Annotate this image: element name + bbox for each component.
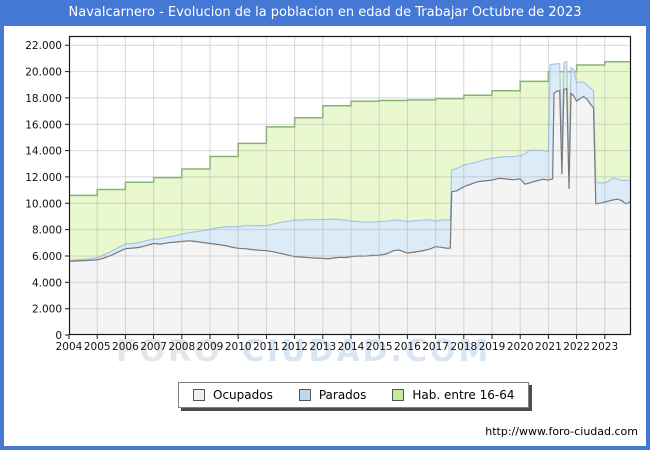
svg-text:10.000: 10.000 bbox=[25, 198, 62, 210]
frame-border-right bbox=[646, 26, 650, 450]
svg-text:6.000: 6.000 bbox=[32, 251, 62, 263]
legend-item-ocupados: Ocupados bbox=[193, 388, 273, 402]
svg-text:2007: 2007 bbox=[140, 341, 167, 353]
legend-item-hab-16-64: Hab. entre 16-64 bbox=[392, 388, 514, 402]
svg-text:2004: 2004 bbox=[56, 341, 83, 353]
svg-text:2014: 2014 bbox=[338, 341, 365, 353]
chart-title: Navalcarnero - Evolucion de la poblacion… bbox=[0, 0, 650, 26]
svg-text:18.000: 18.000 bbox=[25, 93, 62, 105]
watermark: FORO CIUDAD.COM bbox=[0, 334, 650, 370]
svg-text:2016: 2016 bbox=[394, 341, 421, 353]
legend-swatch-hab-16-64 bbox=[392, 389, 405, 401]
svg-text:2.000: 2.000 bbox=[32, 304, 62, 316]
svg-text:2011: 2011 bbox=[253, 341, 280, 353]
svg-text:2017: 2017 bbox=[422, 341, 449, 353]
svg-text:2023: 2023 bbox=[591, 341, 618, 353]
svg-text:2008: 2008 bbox=[168, 341, 195, 353]
svg-text:20.000: 20.000 bbox=[25, 67, 62, 79]
svg-text:2018: 2018 bbox=[450, 341, 477, 353]
svg-text:14.000: 14.000 bbox=[25, 146, 62, 158]
svg-text:12.000: 12.000 bbox=[25, 172, 62, 184]
svg-text:2005: 2005 bbox=[84, 341, 111, 353]
svg-text:16.000: 16.000 bbox=[25, 119, 62, 131]
svg-text:0: 0 bbox=[55, 330, 62, 342]
legend-label-ocupados: Ocupados bbox=[213, 388, 273, 402]
legend-swatch-ocupados bbox=[193, 389, 205, 401]
svg-text:2006: 2006 bbox=[112, 341, 139, 353]
watermark-word-2: CIUDAD.COM bbox=[242, 334, 492, 369]
legend-label-hab-16-64: Hab. entre 16-64 bbox=[412, 388, 515, 402]
legend-label-parados: Parados bbox=[318, 388, 367, 402]
svg-text:2019: 2019 bbox=[479, 341, 506, 353]
svg-text:2021: 2021 bbox=[535, 341, 562, 353]
svg-text:2015: 2015 bbox=[366, 341, 393, 353]
legend: Ocupados Parados Hab. entre 16-64 bbox=[178, 382, 530, 408]
frame-border-bottom bbox=[0, 446, 650, 450]
legend-swatch-parados bbox=[298, 389, 311, 401]
svg-text:2013: 2013 bbox=[309, 341, 336, 353]
frame-border-left bbox=[0, 26, 4, 450]
svg-text:2020: 2020 bbox=[507, 341, 534, 353]
watermark-word-1: FORO bbox=[116, 334, 223, 369]
svg-text:4.000: 4.000 bbox=[32, 277, 62, 289]
svg-text:8.000: 8.000 bbox=[32, 225, 62, 237]
svg-text:22.000: 22.000 bbox=[25, 40, 62, 52]
svg-text:2010: 2010 bbox=[225, 341, 252, 353]
credit-url: http://www.foro-ciudad.com bbox=[485, 425, 638, 438]
legend-item-parados: Parados bbox=[298, 388, 367, 402]
svg-text:2022: 2022 bbox=[563, 341, 590, 353]
svg-text:2012: 2012 bbox=[281, 341, 308, 353]
svg-text:2009: 2009 bbox=[197, 341, 224, 353]
